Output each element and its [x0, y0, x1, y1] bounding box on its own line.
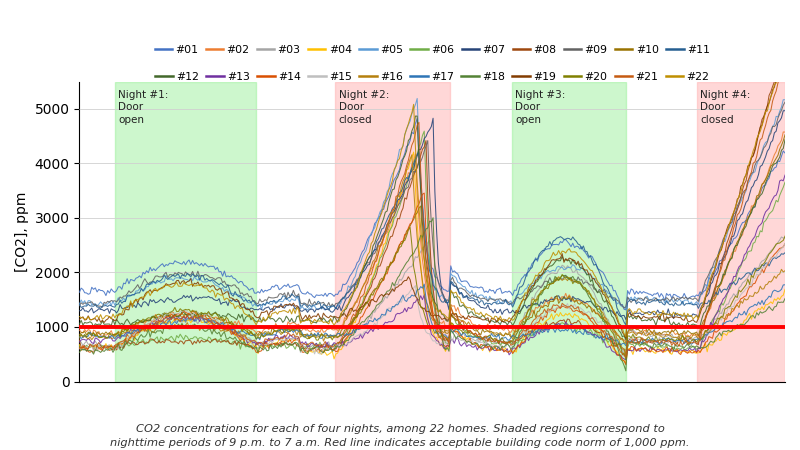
- Text: Night #2:
Door
closed: Night #2: Door closed: [338, 90, 389, 125]
- Text: Night #4:
Door
closed: Night #4: Door closed: [700, 90, 750, 125]
- Legend: #12, #13, #14, #15, #16, #17, #18, #19, #20, #21, #22: #12, #13, #14, #15, #16, #17, #18, #19, …: [151, 68, 714, 86]
- Bar: [697, 81, 785, 382]
- Text: Night #3:
Door
open: Night #3: Door open: [515, 90, 566, 125]
- Text: CO2 concentrations for each of four nights, among 22 homes. Shaded regions corre: CO2 concentrations for each of four nigh…: [110, 424, 690, 448]
- Bar: [511, 81, 626, 382]
- Bar: [335, 81, 450, 382]
- Text: Night #1:
Door
open: Night #1: Door open: [118, 90, 169, 125]
- Y-axis label: [CO2], ppm: [CO2], ppm: [15, 191, 29, 272]
- Bar: [114, 81, 256, 382]
